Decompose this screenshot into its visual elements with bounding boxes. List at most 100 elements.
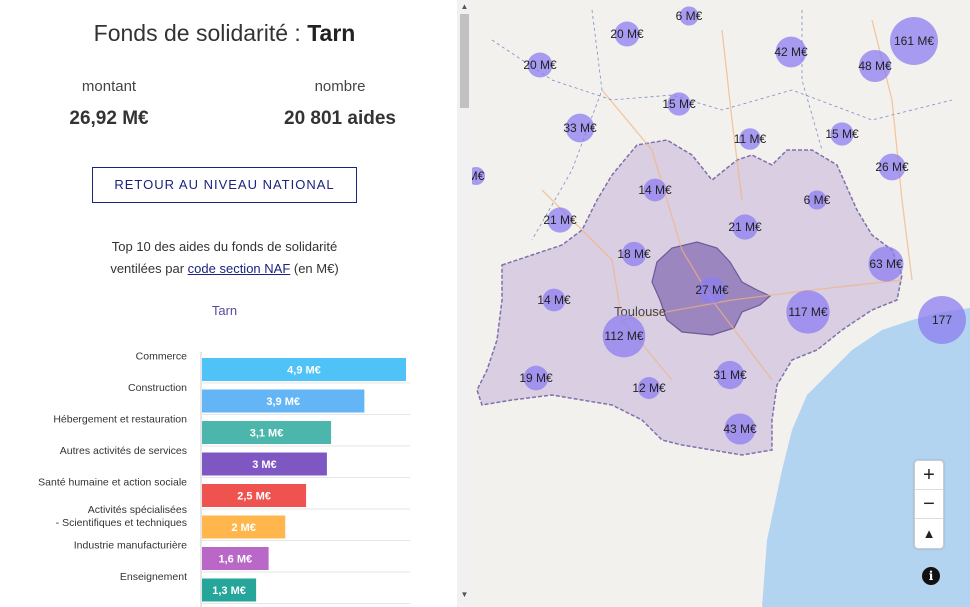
dept-border (801, 10, 823, 151)
amount-value: 26,92 M€ (69, 108, 149, 129)
map-bubble-label: 26 M€ (875, 160, 909, 174)
map-bubble[interactable] (679, 6, 699, 26)
category-label: Santé humaine et action sociale (38, 477, 187, 489)
map-bubble[interactable] (547, 207, 573, 233)
bar[interactable] (202, 452, 327, 476)
bar-value-label: 3 M€ (252, 459, 276, 471)
bar-value-label: 1,3 M€ (212, 585, 246, 597)
map-bubble[interactable] (858, 49, 892, 83)
map-bubble[interactable] (643, 178, 667, 202)
map-bubble-label: 112 M€ (604, 329, 643, 343)
scrollbar[interactable]: ▲ ▼ (457, 0, 472, 607)
map-bubble-label: 161 M€ (894, 34, 934, 48)
map[interactable]: Toulouse 6 M€ 20 M€ 20 M€ 42 M€ 161 M€ 48 M€ 1… (472, 0, 970, 607)
map-bubble-label: 33 M€ (563, 121, 597, 135)
map-bubble-label: 177 (932, 313, 952, 327)
scroll-down-arrow-icon[interactable]: ▼ (460, 590, 469, 599)
bar[interactable] (202, 547, 269, 570)
category-label: Enseignement (120, 571, 187, 583)
map-bubble[interactable] (667, 92, 691, 116)
bar[interactable] (202, 389, 365, 413)
bar-value-label: 1,6 M€ (218, 554, 252, 566)
amount-label: montant (81, 78, 137, 95)
map-bubble[interactable] (614, 21, 640, 47)
count-value: 20 801 aides (284, 108, 396, 129)
map-bubble[interactable] (739, 128, 761, 150)
map-bubble-label: 6 M€ (676, 9, 703, 23)
map-bubble-label: 48 M€ (858, 59, 892, 73)
category-label: Autres activités de services (60, 445, 187, 457)
category-label: Industrie manufacturière (74, 540, 187, 552)
zoom-controls: + − ▲ (914, 460, 944, 549)
road (601, 89, 773, 381)
dept-border (531, 9, 603, 241)
category-label: Commerce (136, 352, 188, 363)
map-bubble-label: 63 M€ (869, 257, 903, 271)
map-bubble-label: 31 M€ (713, 368, 747, 382)
map-bubble[interactable] (878, 153, 906, 181)
bar[interactable] (202, 421, 332, 444)
zoom-out-button[interactable]: − (915, 490, 943, 519)
top10-title: Top 10 des aides du fonds de solidarité … (110, 239, 339, 276)
map-bubble[interactable] (527, 52, 553, 78)
map-bubble[interactable] (890, 17, 938, 65)
map-bubble[interactable] (472, 167, 485, 185)
chart-department-label: Tarn (211, 303, 238, 318)
map-bubble[interactable] (830, 122, 854, 146)
bar[interactable] (202, 484, 307, 507)
map-bubble-label: 27 M€ (695, 283, 729, 297)
naf-code-link[interactable]: code section NAF (187, 261, 291, 276)
info-icon[interactable]: i (922, 567, 940, 585)
map-bubble-label: 6 M€ (804, 193, 831, 207)
road (621, 279, 903, 321)
map-bubble-label: 43 M€ (723, 422, 757, 436)
page-title: Fonds de solidarité : Tarn (93, 20, 356, 46)
map-bubble-label: 42 M€ (774, 45, 808, 59)
compass-icon[interactable]: ▲ (922, 526, 936, 541)
bar-chart: 4,9 M€ Commerce 3,9 M€ Construction 3,1 M€ Hé… (0, 352, 420, 607)
map-bubble[interactable] (724, 413, 756, 445)
map-bubble-label: 12 M€ (632, 381, 666, 395)
category-label: - Scientifiques et techniques (56, 517, 187, 529)
bar-value-label: 2,5 M€ (237, 491, 271, 503)
bar[interactable] (202, 515, 286, 539)
map-bubble[interactable] (918, 296, 966, 344)
map-bubble-label: 11 M€ (734, 132, 767, 146)
map-bubble-label: 21 M€ (728, 220, 762, 234)
map-bubble[interactable] (775, 36, 807, 68)
zoom-in-button[interactable]: + (915, 461, 943, 490)
road (721, 29, 743, 201)
bar[interactable] (202, 578, 257, 602)
map-bubble[interactable] (698, 276, 726, 304)
map-bubble[interactable] (807, 190, 827, 210)
category-label: Activités spécialisées (88, 504, 187, 516)
back-to-national-button[interactable]: RETOUR AU NIVEAU NATIONAL (92, 167, 357, 203)
map-bubble[interactable] (715, 360, 745, 390)
map-bubble[interactable] (637, 376, 661, 400)
map-bubble-label: 14 M€ (537, 293, 571, 307)
map-bubble[interactable] (523, 365, 549, 391)
map-bubble-label: 20 M€ (610, 27, 644, 41)
bar-value-label: 3,9 M€ (266, 396, 300, 408)
category-label: Construction (128, 382, 187, 394)
bar-value-label: 4,9 M€ (287, 365, 321, 377)
dept-border (491, 39, 953, 121)
map-bubble[interactable] (621, 241, 647, 267)
map-bubble[interactable] (732, 214, 758, 240)
map-bubble-label: 19 M€ (519, 371, 553, 385)
bar[interactable] (202, 358, 406, 381)
map-bubble[interactable] (786, 290, 830, 334)
map-bubble-label: 15 M€ (825, 127, 859, 141)
map-bubble-label: 117 M€ (788, 305, 827, 319)
map-bubble[interactable] (565, 113, 595, 143)
map-bubble[interactable] (542, 288, 566, 312)
count-label: nombre (314, 78, 366, 95)
map-bubble-label: 18 M€ (617, 247, 651, 261)
scroll-up-arrow-icon[interactable]: ▲ (460, 2, 469, 11)
bar-value-label: 2 M€ (231, 522, 255, 534)
scroll-thumb[interactable] (460, 14, 469, 108)
category-label: Hébergement et restauration (53, 414, 187, 426)
map-bubble[interactable] (602, 314, 646, 358)
road (541, 189, 673, 381)
map-bubble[interactable] (868, 246, 904, 282)
